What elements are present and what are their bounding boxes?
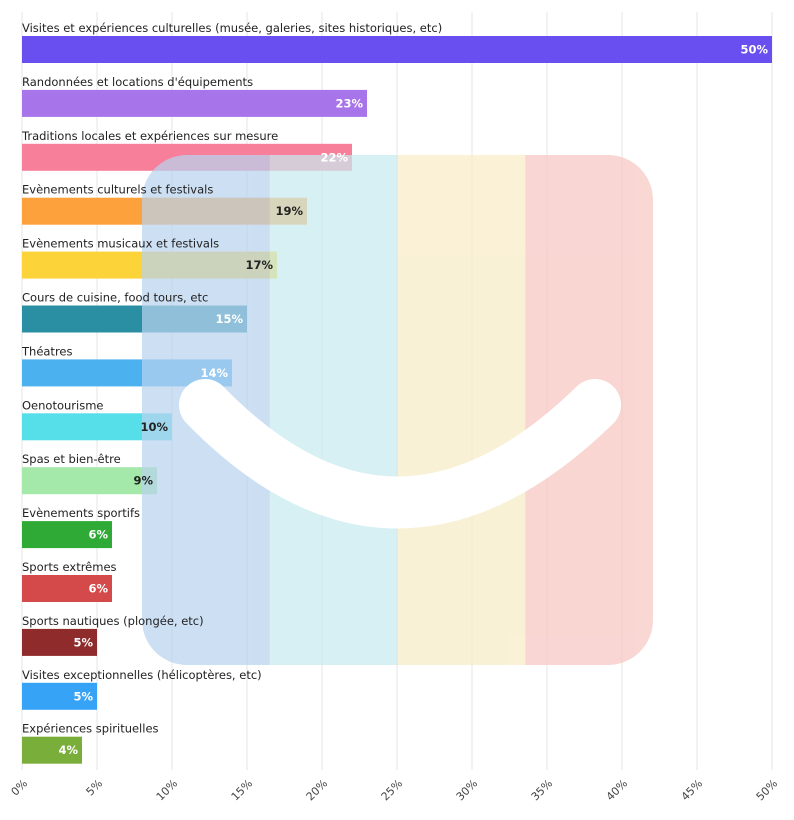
value-label-2: 22%	[320, 150, 348, 164]
bar-0	[22, 36, 772, 63]
labels: Visites et expériences culturelles (musé…	[21, 21, 768, 757]
value-label-7: 10%	[140, 420, 168, 434]
value-label-3: 19%	[275, 204, 303, 218]
category-label-6: Théatres	[21, 344, 73, 358]
category-label-10: Sports extrêmes	[22, 560, 117, 574]
x-tick-label-10: 10%	[154, 777, 180, 803]
watermark-stripe-2	[397, 155, 526, 665]
category-label-12: Visites exceptionnelles (hélicoptères, e…	[22, 668, 262, 682]
value-label-5: 15%	[215, 312, 243, 326]
x-axis: 0% 5% 10% 15% 20% 25% 30% 35% 40% 45% 50%	[9, 777, 781, 803]
x-tick-label-50: 50%	[754, 777, 780, 803]
value-label-4: 17%	[245, 258, 273, 272]
value-label-9: 6%	[88, 528, 108, 542]
value-label-0: 50%	[740, 43, 768, 57]
watermark-smile	[179, 379, 621, 529]
bar-10	[22, 575, 112, 602]
bar-13	[22, 736, 82, 764]
bar-9	[22, 521, 112, 549]
value-label-10: 6%	[88, 582, 108, 596]
x-tick-label-15: 15%	[229, 777, 255, 803]
x-tick-label-5: 5%	[84, 777, 106, 799]
watermark-stripe-1	[269, 155, 398, 665]
value-label-12: 5%	[73, 689, 93, 703]
x-tick-label-35: 35%	[529, 777, 555, 803]
category-label-2: Traditions locales et expériences sur me…	[21, 129, 278, 143]
category-label-3: Evènements culturels et festivals	[22, 183, 213, 197]
value-label-8: 9%	[133, 474, 153, 488]
x-tick-label-25: 25%	[379, 777, 405, 803]
value-label-6: 14%	[200, 366, 228, 380]
category-label-8: Spas et bien-être	[22, 452, 121, 466]
category-label-4: Evènements musicaux et festivals	[22, 237, 219, 251]
category-label-13: Expériences spirituelles	[22, 722, 159, 736]
category-label-1: Randonnées et locations d'équipements	[22, 75, 253, 89]
bar-8	[22, 467, 157, 495]
x-tick-label-45: 45%	[679, 777, 705, 803]
category-label-11: Sports nautiques (plongée, etc)	[22, 614, 204, 628]
x-tick-label-20: 20%	[304, 777, 330, 803]
value-label-13: 4%	[58, 743, 78, 757]
category-label-5: Cours de cuisine, food tours, etc	[22, 291, 208, 305]
value-label-1: 23%	[335, 96, 363, 110]
bar-11	[22, 628, 97, 656]
category-label-9: Evènements sportifs	[22, 506, 140, 520]
x-tick-label-0: 0%	[9, 777, 31, 799]
x-tick-label-40: 40%	[604, 777, 630, 803]
watermark-stripes	[142, 155, 653, 665]
category-label-0: Visites et expériences culturelles (musé…	[22, 21, 442, 35]
watermark-logo	[142, 155, 653, 665]
bar-1	[22, 89, 367, 117]
x-tick-label-30: 30%	[454, 777, 480, 803]
value-label-11: 5%	[73, 635, 93, 649]
category-label-7: Oenotourisme	[22, 398, 103, 412]
bar-12	[22, 682, 97, 710]
